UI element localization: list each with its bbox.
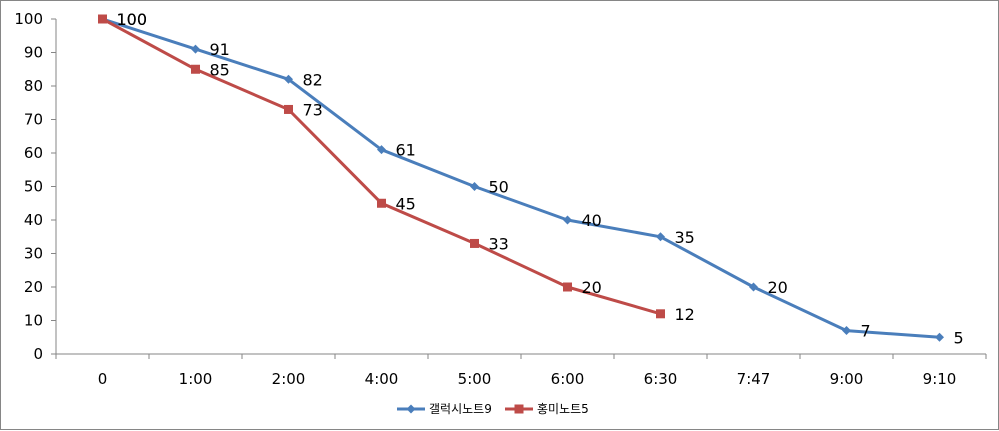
legend-label: 홍미노트5 [537,402,589,416]
legend-label: 갤럭시노트9 [429,402,492,416]
legend: 갤럭시노트9 홍미노트5 [397,402,589,416]
data-point [656,232,665,242]
data-label: 35 [675,228,695,247]
data-point [191,64,200,74]
data-label: 33 [489,234,509,253]
data-label: 85 [210,60,230,79]
y-tick-label: 10 [24,312,43,330]
data-label: 73 [303,100,323,119]
data-point [377,145,386,155]
data-point [563,215,572,225]
x-tick-label: 5:00 [458,370,492,388]
y-tick-label: 40 [24,211,43,229]
y-tick-label: 60 [24,144,43,162]
data-label: 12 [675,305,695,324]
data-point [656,309,665,319]
y-tick-label: 50 [24,178,43,196]
x-tick-label: 0 [98,370,108,388]
y-tick-label: 100 [14,10,43,28]
data-point [470,238,479,248]
series-line [101,17,661,316]
x-tick-label: 2:00 [272,370,306,388]
data-label: 20 [582,278,602,297]
data-label: 82 [303,70,323,89]
x-tick-label: 4:00 [365,370,399,388]
y-tick-label: 20 [24,278,43,296]
series-1 [98,14,944,342]
legend-marker [514,404,524,414]
data-point [470,182,479,191]
data-label: 61 [396,141,416,160]
x-tick-label: 7:47 [737,370,771,388]
y-tick-label: 30 [24,245,43,263]
x-tick-label: 9:00 [830,370,864,388]
y-tick-label: 0 [33,345,43,363]
y-tick-label: 80 [24,77,43,95]
data-label: 100 [117,10,148,29]
data-label: 45 [396,194,416,213]
data-point [935,332,944,342]
x-tick-label: 6:00 [551,370,585,388]
legend-marker [406,404,416,414]
series-line [102,17,940,339]
data-label: 100 [117,10,148,29]
series-2 [98,14,665,319]
legend-item: 갤럭시노트9 [397,402,492,416]
data-point [377,198,386,208]
data-point [284,104,293,114]
data-point [842,326,851,336]
data-point [749,282,758,292]
x-tick-label: 9:10 [923,370,957,388]
data-point [98,14,107,24]
data-point [191,44,200,54]
data-point [284,74,293,84]
axes: 0 10 20 30 40 50 60 70 80 90 100 0 1:00 2:00 4:00 5:00 6… [14,10,987,388]
data-label: 40 [582,211,602,230]
data-label: 50 [489,178,509,197]
data-label: 20 [768,278,788,297]
x-tick-label: 1:00 [179,370,213,388]
data-label: 91 [210,40,230,59]
x-tick-label: 6:30 [644,370,678,388]
data-label: 5 [954,328,964,347]
y-tick-label: 70 [24,111,43,129]
data-point [563,282,572,292]
data-label: 7 [861,322,871,341]
series-layer [98,14,944,342]
legend-item: 홍미노트5 [505,402,589,416]
y-tick-label: 90 [24,44,43,62]
